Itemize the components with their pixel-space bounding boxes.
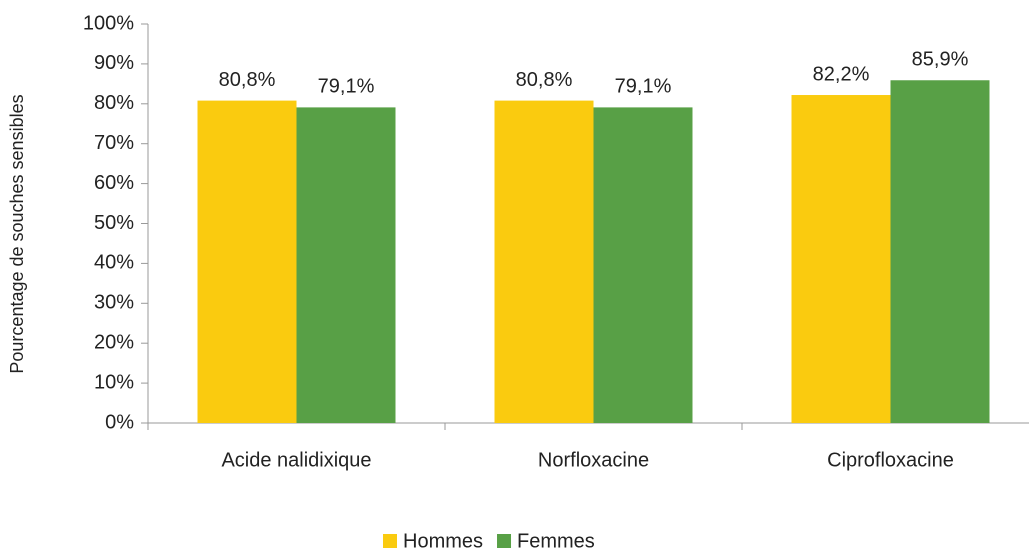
y-tick-label: 20% bbox=[94, 331, 134, 353]
value-label: 82,2% bbox=[813, 63, 870, 85]
bar bbox=[791, 95, 891, 423]
y-tick-label: 40% bbox=[94, 252, 134, 274]
x-tick-label: Norfloxacine bbox=[538, 449, 649, 471]
y-tick-label: 30% bbox=[94, 292, 134, 314]
value-label: 80,8% bbox=[219, 69, 276, 91]
value-label: 79,1% bbox=[318, 76, 375, 98]
y-tick-label: 50% bbox=[94, 212, 134, 234]
y-axis-label: Pourcentage de souches sensibles bbox=[7, 94, 27, 373]
bar bbox=[197, 100, 297, 423]
x-tick-label: Ciprofloxacine bbox=[827, 449, 954, 471]
legend-swatch bbox=[497, 534, 512, 548]
value-label: 80,8% bbox=[516, 69, 573, 91]
value-label: 85,9% bbox=[912, 49, 969, 71]
y-tick-label: 80% bbox=[94, 92, 134, 114]
bar bbox=[296, 107, 396, 424]
y-tick-label: 10% bbox=[94, 371, 134, 393]
value-label: 79,1% bbox=[615, 76, 672, 98]
bar bbox=[890, 80, 990, 423]
y-tick-label: 100% bbox=[83, 12, 134, 34]
legend-label: Hommes bbox=[403, 530, 483, 551]
bar bbox=[494, 100, 594, 423]
legend-swatch bbox=[383, 534, 397, 548]
y-tick-label: 90% bbox=[94, 52, 134, 74]
bar bbox=[593, 107, 693, 424]
y-tick-label: 70% bbox=[94, 132, 134, 154]
y-tick-label: 60% bbox=[94, 172, 134, 194]
x-tick-label: Acide nalidixique bbox=[221, 449, 371, 471]
y-tick-label: 0% bbox=[105, 411, 134, 433]
legend-label: Femmes bbox=[517, 530, 595, 551]
